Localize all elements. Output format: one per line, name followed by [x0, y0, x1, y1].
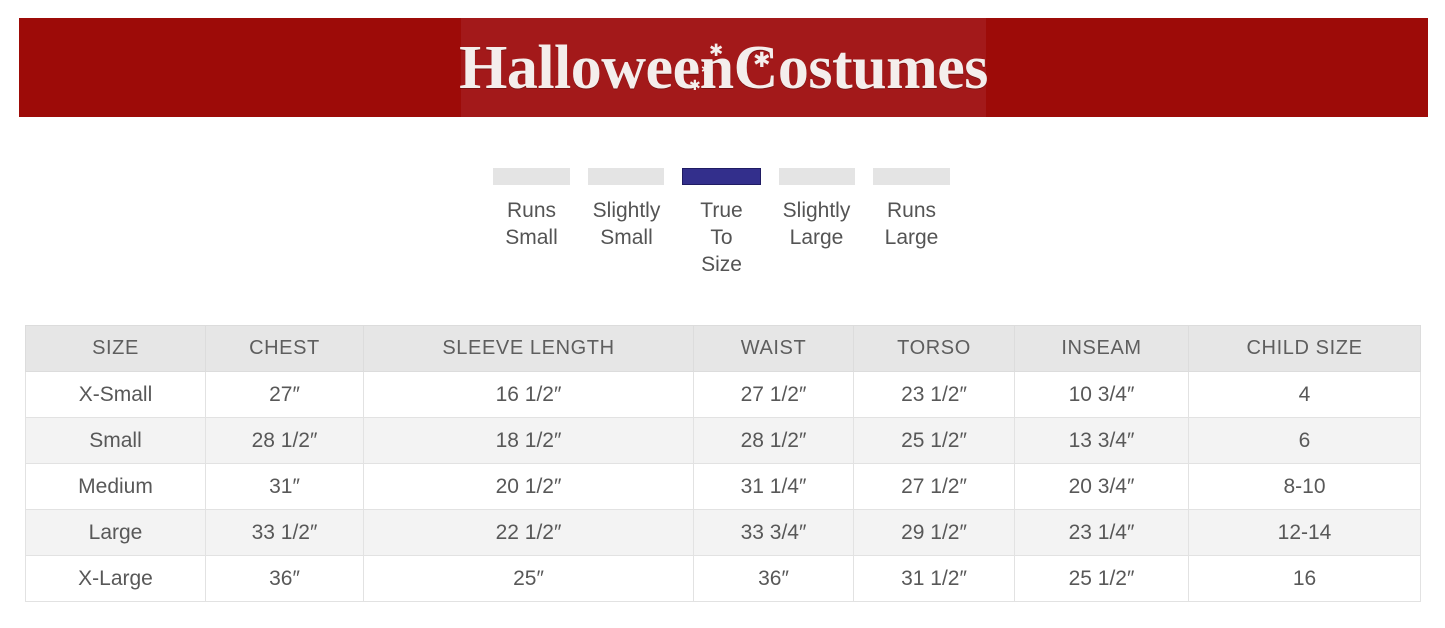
cell-inseam: 25 1/2″: [1014, 555, 1189, 602]
cell-size: X-Small: [25, 371, 206, 418]
fit-segment-slightly-large[interactable]: [778, 168, 856, 185]
column-header-sleeve-length: SLEEVE LENGTH: [363, 325, 694, 372]
cell-waist: 28 1/2″: [693, 417, 854, 464]
cell-torso: 23 1/2″: [853, 371, 1015, 418]
cell-chest: 31″: [205, 463, 364, 510]
fit-segment-runs-large[interactable]: [873, 168, 950, 185]
cell-torso: 29 1/2″: [853, 509, 1015, 556]
cell-waist: 33 3/4″: [693, 509, 854, 556]
fit-scale: Runs Small Slightly Small True To Size S…: [493, 168, 950, 278]
cell-chest: 33 1/2″: [205, 509, 364, 556]
column-header-chest: CHEST: [205, 325, 364, 372]
cell-size: Large: [25, 509, 206, 556]
cell-sleeve-length: 22 1/2″: [363, 509, 694, 556]
cell-sleeve-length: 16 1/2″: [363, 371, 694, 418]
brand-banner: ✱ ✱ ✱ ✱ HalloweenCostumes: [19, 18, 1428, 117]
fit-segment-true-to-size[interactable]: [682, 168, 761, 185]
cell-chest: 27″: [205, 371, 364, 418]
table-row: Small 28 1/2″ 18 1/2″ 28 1/2″ 25 1/2″ 13…: [25, 417, 1421, 464]
cell-child-size: 16: [1188, 555, 1421, 602]
size-chart-table-container: SIZE CHEST SLEEVE LENGTH WAIST TORSO INS…: [25, 325, 1421, 602]
fit-scale-segments: [493, 168, 950, 185]
cell-sleeve-length: 18 1/2″: [363, 417, 694, 464]
cell-sleeve-length: 25″: [363, 555, 694, 602]
fit-label-runs-small: Runs Small: [505, 199, 558, 249]
table-header-row: SIZE CHEST SLEEVE LENGTH WAIST TORSO INS…: [25, 325, 1421, 372]
cell-size: Medium: [25, 463, 206, 510]
cell-size: Small: [25, 417, 206, 464]
cell-child-size: 12-14: [1188, 509, 1421, 556]
cell-inseam: 20 3/4″: [1014, 463, 1189, 510]
fit-label-runs-large: Runs Large: [884, 199, 939, 249]
fit-scale-labels: Runs Small Slightly Small True To Size S…: [493, 197, 950, 278]
cell-size: X-Large: [25, 555, 206, 602]
column-header-child-size: CHILD SIZE: [1188, 325, 1421, 372]
cell-waist: 31 1/4″: [693, 463, 854, 510]
cell-child-size: 8-10: [1188, 463, 1421, 510]
cell-inseam: 23 1/4″: [1014, 509, 1189, 556]
size-chart-table-head: SIZE CHEST SLEEVE LENGTH WAIST TORSO INS…: [25, 325, 1421, 372]
table-row: Medium 31″ 20 1/2″ 31 1/4″ 27 1/2″ 20 3/…: [25, 463, 1421, 510]
cell-torso: 31 1/2″: [853, 555, 1015, 602]
size-chart-table: SIZE CHEST SLEEVE LENGTH WAIST TORSO INS…: [25, 325, 1421, 602]
column-header-size: SIZE: [25, 325, 206, 372]
fit-label-slightly-large: Slightly Large: [782, 199, 851, 249]
column-header-waist: WAIST: [693, 325, 854, 372]
column-header-torso: TORSO: [853, 325, 1015, 372]
table-row: X-Small 27″ 16 1/2″ 27 1/2″ 23 1/2″ 10 3…: [25, 371, 1421, 418]
cell-sleeve-length: 20 1/2″: [363, 463, 694, 510]
cell-waist: 36″: [693, 555, 854, 602]
cell-inseam: 10 3/4″: [1014, 371, 1189, 418]
fit-label-true-to-size: True To Size: [700, 199, 743, 276]
size-chart-table-body: X-Small 27″ 16 1/2″ 27 1/2″ 23 1/2″ 10 3…: [25, 371, 1421, 602]
table-row: Large 33 1/2″ 22 1/2″ 33 3/4″ 29 1/2″ 23…: [25, 509, 1421, 556]
cell-torso: 25 1/2″: [853, 417, 1015, 464]
brand-logo-text: HalloweenCostumes: [459, 33, 988, 102]
cell-waist: 27 1/2″: [693, 371, 854, 418]
cell-child-size: 6: [1188, 417, 1421, 464]
brand-logo-panel: ✱ ✱ ✱ ✱ HalloweenCostumes: [459, 18, 988, 117]
cell-inseam: 13 3/4″: [1014, 417, 1189, 464]
fit-segment-slightly-small[interactable]: [587, 168, 665, 185]
fit-segment-runs-small[interactable]: [493, 168, 570, 185]
table-row: X-Large 36″ 25″ 36″ 31 1/2″ 25 1/2″ 16: [25, 555, 1421, 602]
cell-chest: 36″: [205, 555, 364, 602]
cell-chest: 28 1/2″: [205, 417, 364, 464]
fit-label-slightly-small: Slightly Small: [592, 199, 661, 249]
column-header-inseam: INSEAM: [1014, 325, 1189, 372]
cell-torso: 27 1/2″: [853, 463, 1015, 510]
cell-child-size: 4: [1188, 371, 1421, 418]
